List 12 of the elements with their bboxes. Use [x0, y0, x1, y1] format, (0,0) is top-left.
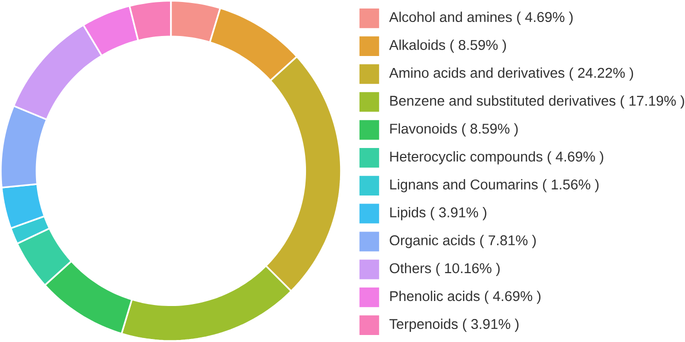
- legend-label: Terpenoids ( 3.91% ): [389, 318, 518, 332]
- legend-label: Lignans and Coumarins ( 1.56% ): [390, 179, 599, 192]
- legend-label: Organic acids ( 7.81% ): [390, 235, 536, 248]
- legend-label: Flavonoids ( 8.59% ): [390, 123, 518, 137]
- legend-label: Others ( 10.16% ): [390, 262, 500, 276]
- legend-label: Alkaloids ( 8.59% ): [389, 40, 506, 53]
- legend-label: Lipids ( 3.91% ): [390, 207, 486, 220]
- legend-label: Heterocyclic compounds ( 4.69% ): [390, 151, 604, 164]
- legend-label: Alcohol and amines ( 4.69% ): [389, 12, 573, 25]
- legend-label: Phenolic acids ( 4.69% ): [390, 290, 540, 304]
- legend-label: Benzene and substituted derivatives ( 17.19% ): [390, 96, 684, 109]
- legend-label: Amino acids and derivatives ( 24.22% ): [389, 68, 634, 81]
